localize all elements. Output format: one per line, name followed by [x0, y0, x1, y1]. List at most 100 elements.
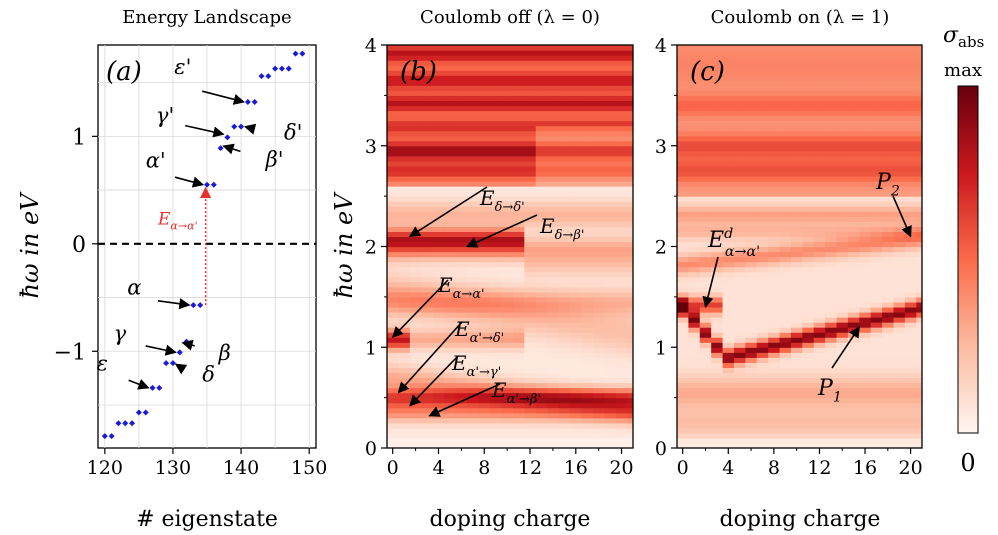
heatmap-cell: [398, 301, 411, 308]
heatmap-cell: [604, 60, 617, 66]
heatmap-cell: [711, 226, 724, 232]
panel-a-xlabel: # eigenstate: [136, 507, 278, 532]
heatmap-cell: [916, 337, 922, 343]
heatmap-cell: [813, 327, 826, 333]
heatmap-cell: [916, 80, 922, 86]
heatmap-cell: [779, 85, 792, 91]
heatmap-cell: [535, 246, 548, 253]
heatmap-cell: [722, 130, 735, 137]
heatmap-cell: [699, 90, 712, 96]
heatmap-cell: [615, 70, 628, 76]
heatmap-cell: [478, 377, 491, 384]
heatmap-cell: [398, 342, 411, 348]
heatmap-cell: [444, 327, 457, 333]
heatmap-cell: [699, 170, 712, 177]
heatmap-cell: [489, 145, 503, 152]
heatmap-cell: [847, 251, 860, 258]
heatmap-cell: [455, 347, 468, 353]
heatmap-cell: [501, 170, 514, 177]
heatmap-cell: [547, 221, 560, 227]
heatmap-cell: [432, 85, 445, 91]
heatmap-cell: [512, 206, 525, 212]
heatmap-cell: [813, 241, 826, 248]
heatmap-cell: [455, 75, 468, 81]
heatmap-cell: [825, 327, 838, 333]
heatmap-cell: [387, 437, 400, 444]
heatmap-cell: [547, 251, 560, 258]
heatmap-cell: [467, 352, 480, 358]
heatmap-cell: [859, 362, 872, 368]
heatmap-cell: [501, 337, 514, 343]
heatmap-cell: [893, 186, 906, 192]
heatmap-cell: [409, 45, 422, 51]
heatmap-cell: [756, 347, 769, 353]
heatmap-cell: [836, 160, 849, 167]
heatmap-cell: [904, 95, 917, 102]
heatmap-cell: [512, 271, 525, 278]
heatmap-cell: [813, 357, 826, 363]
heatmap-cell: [825, 266, 838, 273]
heatmap-cell: [722, 170, 735, 177]
heatmap-cell: [722, 181, 735, 187]
heatmap-cell: [688, 95, 701, 102]
heatmap-cell: [699, 186, 712, 192]
heatmap-cell: [398, 367, 411, 374]
heatmap-cell: [882, 221, 895, 227]
heatmap-cell: [432, 140, 445, 147]
heatmap-cell: [512, 211, 525, 217]
heatmap-cell: [627, 60, 633, 66]
heatmap-cell: [387, 206, 400, 212]
heatmap-cell: [558, 437, 571, 444]
heatmap-cell: [870, 251, 883, 258]
heatmap-cell: [722, 432, 735, 439]
heatmap-cell: [904, 251, 917, 258]
heatmap-cell: [802, 306, 815, 313]
heatmap-cell: [825, 417, 838, 424]
x-tick-label: 4: [722, 457, 734, 479]
heatmap-cell: [916, 311, 922, 318]
heatmap-cell: [581, 281, 594, 288]
heatmap-cell: [745, 140, 758, 147]
heatmap-cell: [825, 160, 838, 167]
heatmap-cell: [432, 165, 445, 172]
heatmap-cell: [432, 155, 445, 162]
heatmap-cell: [512, 165, 525, 172]
heatmap-cell: [547, 216, 560, 222]
heatmap-cell: [615, 181, 628, 187]
heatmap-cell: [512, 417, 525, 424]
heatmap-cell: [455, 417, 468, 424]
heatmap-cell: [859, 120, 872, 127]
heatmap-cell: [825, 387, 838, 394]
heatmap-cell: [882, 271, 895, 278]
heatmap-cell: [421, 150, 434, 157]
heatmap-cell: [444, 276, 457, 283]
heatmap-cell: [813, 100, 826, 107]
heatmap-cell: [524, 105, 537, 112]
heatmap-cell: [535, 266, 548, 273]
heatmap-cell: [592, 241, 605, 248]
heatmap-cell: [387, 120, 400, 127]
state-arrow: [222, 143, 241, 155]
heatmap-cell: [558, 115, 571, 122]
heatmap-cell: [882, 140, 895, 147]
heatmap-cell: [581, 306, 594, 313]
heatmap-cell: [790, 362, 803, 368]
heatmap-cell: [802, 55, 815, 61]
heatmap-cell: [501, 372, 514, 379]
heatmap-cell: [836, 281, 849, 288]
heatmap-cell: [870, 241, 883, 248]
heatmap-cell: [604, 130, 617, 137]
heatmap-cell: [398, 110, 411, 117]
heatmap-cell: [699, 50, 712, 56]
heatmap-cell: [790, 261, 803, 268]
heatmap-cell: [489, 95, 503, 102]
heatmap-cell: [535, 175, 548, 182]
heatmap-cell: [547, 317, 560, 323]
heatmap-cell: [733, 296, 746, 303]
heatmap-cell: [444, 422, 457, 429]
heatmap-cell: [813, 50, 826, 56]
heatmap-cell: [478, 427, 491, 434]
heatmap-cell: [813, 306, 826, 313]
heatmap-cell: [455, 70, 468, 76]
heatmap-cell: [688, 246, 701, 253]
